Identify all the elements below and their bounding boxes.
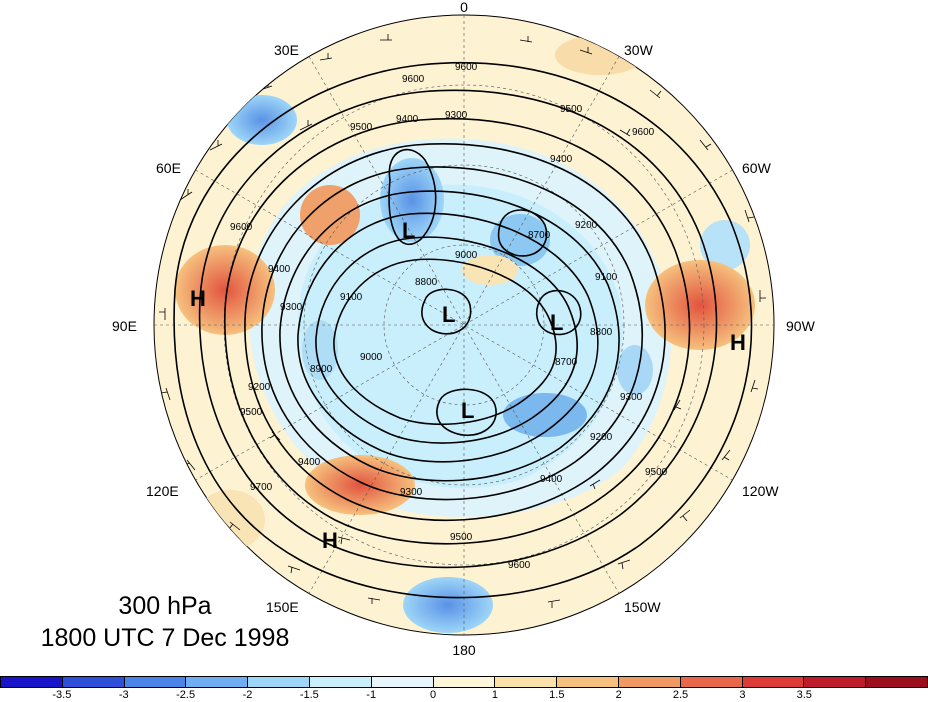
colorbar-tick-label: 1.5	[549, 689, 565, 701]
colorbar-tick-label: -2.5	[176, 689, 196, 701]
height-contours	[173, 61, 753, 599]
contour-label: 9300	[620, 392, 643, 403]
colorbar-swatch	[742, 677, 805, 687]
colorbar-tick-label: -3.5	[52, 689, 72, 701]
colorbar-swatch	[433, 677, 496, 687]
contour-label: 9400	[298, 457, 321, 468]
contour-labels: 9600 9600 9600 9600 9500 9500 9500 9500 …	[230, 62, 668, 571]
colorbar-swatch	[371, 677, 434, 687]
contour-label: 9100	[595, 272, 618, 283]
contour-label: 9500	[560, 104, 583, 115]
colorbar-tick-label: -1	[366, 689, 377, 701]
colorbar-swatch	[866, 677, 927, 687]
lon-label-120w: 120W	[742, 483, 779, 499]
contour-label: 9600	[230, 222, 253, 233]
colorbar-swatch	[124, 677, 187, 687]
contour-label: 9500	[645, 467, 668, 478]
contour-label: 9200	[248, 382, 271, 393]
colorbar-tick-label: 2.5	[672, 689, 689, 701]
contour-label: 8800	[415, 277, 438, 288]
contour-label: 9100	[340, 292, 363, 303]
colorbar-swatch	[680, 677, 743, 687]
lon-label-60e: 60E	[156, 160, 181, 176]
contour-label: 9500	[240, 407, 263, 418]
colorbar-tick-label: -1.5	[299, 689, 319, 701]
contour-label: 8800	[590, 327, 613, 338]
longitude-labels: 0 30W 60W 90W 120W 150W 180 150E 120E 90…	[112, 0, 816, 658]
colorbar-swatch	[186, 677, 249, 687]
colorbar-tick-label: 3.5	[796, 689, 812, 701]
contour-label: 9600	[402, 74, 425, 85]
colorbar-tick-label: 0	[430, 689, 437, 701]
low-center: L	[442, 302, 455, 327]
contour-label: 9000	[360, 352, 383, 363]
colorbar-swatch	[618, 677, 681, 687]
lon-label-150e: 150E	[266, 599, 299, 615]
colorbar-swatch	[495, 677, 558, 687]
contour-label: 8900	[310, 364, 333, 375]
datetime-label: 1800 UTC 7 Dec 1998	[40, 624, 290, 652]
colorbar-swatch	[557, 677, 619, 687]
high-center: H	[190, 286, 206, 311]
contour-label: 9400	[540, 474, 563, 485]
map-title: 300 hPa 1800 UTC 7 Dec 1998	[0, 590, 330, 654]
contour-label: 9300	[445, 110, 468, 121]
lon-label-150w: 150W	[624, 599, 661, 615]
wind-barbs	[159, 34, 766, 608]
low-center: L	[461, 398, 474, 423]
lon-label-120e: 120E	[146, 483, 179, 499]
lon-label-30w: 30W	[624, 42, 654, 58]
shaded-anomaly-field	[175, 35, 755, 633]
contour-label: 9400	[550, 154, 573, 165]
colorbar-swatch	[309, 677, 372, 687]
colorbar-tick-label: 3	[739, 689, 746, 701]
colorbar-tick-label: -3	[118, 689, 129, 701]
lon-label-0: 0	[460, 0, 468, 15]
contour-label: 8700	[528, 230, 551, 241]
high-center: H	[730, 330, 746, 355]
colorbar	[0, 676, 928, 688]
pressure-centers: H H H L L L L	[190, 218, 746, 553]
colorbar-tick-label: 1	[491, 689, 498, 701]
colorbar-swatch	[804, 677, 867, 687]
lon-label-60w: 60W	[742, 160, 772, 176]
lon-label-90w: 90W	[786, 318, 816, 334]
high-center: H	[322, 528, 338, 553]
contour-label: 9200	[575, 220, 598, 231]
colorbar-swatch	[62, 677, 125, 687]
colorbar-tick-labels: -3.5 -3 -2.5 -2 -1.5 -1 0 1 1.5 2 2.5 3 3.5	[0, 689, 928, 702]
low-center: L	[402, 218, 415, 243]
lon-label-90e: 90E	[112, 318, 137, 334]
pressure-level-label: 300 hPa	[118, 592, 212, 620]
colorbar-swatch	[248, 677, 310, 687]
colorbar-swatch	[1, 677, 63, 687]
contour-label: 9600	[508, 560, 531, 571]
contour-label: 9300	[280, 302, 303, 313]
lon-label-180: 180	[452, 642, 476, 658]
colorbar-tick-label: 2	[615, 689, 622, 701]
contour-label: 9700	[250, 482, 273, 493]
contour-label: 9200	[590, 432, 613, 443]
contour-label: 9500	[450, 532, 473, 543]
contour-label: 9300	[400, 487, 423, 498]
contour-label: 9400	[396, 114, 419, 125]
low-center: L	[550, 310, 563, 335]
contour-label: 9600	[455, 62, 478, 73]
contour-label: 8700	[555, 357, 578, 368]
contour-label: 9400	[268, 264, 291, 275]
contour-label: 9500	[350, 122, 373, 133]
colorbar-tick-label: -2	[242, 689, 253, 701]
contour-label: 9600	[632, 127, 655, 138]
lon-label-30e: 30E	[274, 42, 299, 58]
contour-label: 9000	[455, 250, 478, 261]
